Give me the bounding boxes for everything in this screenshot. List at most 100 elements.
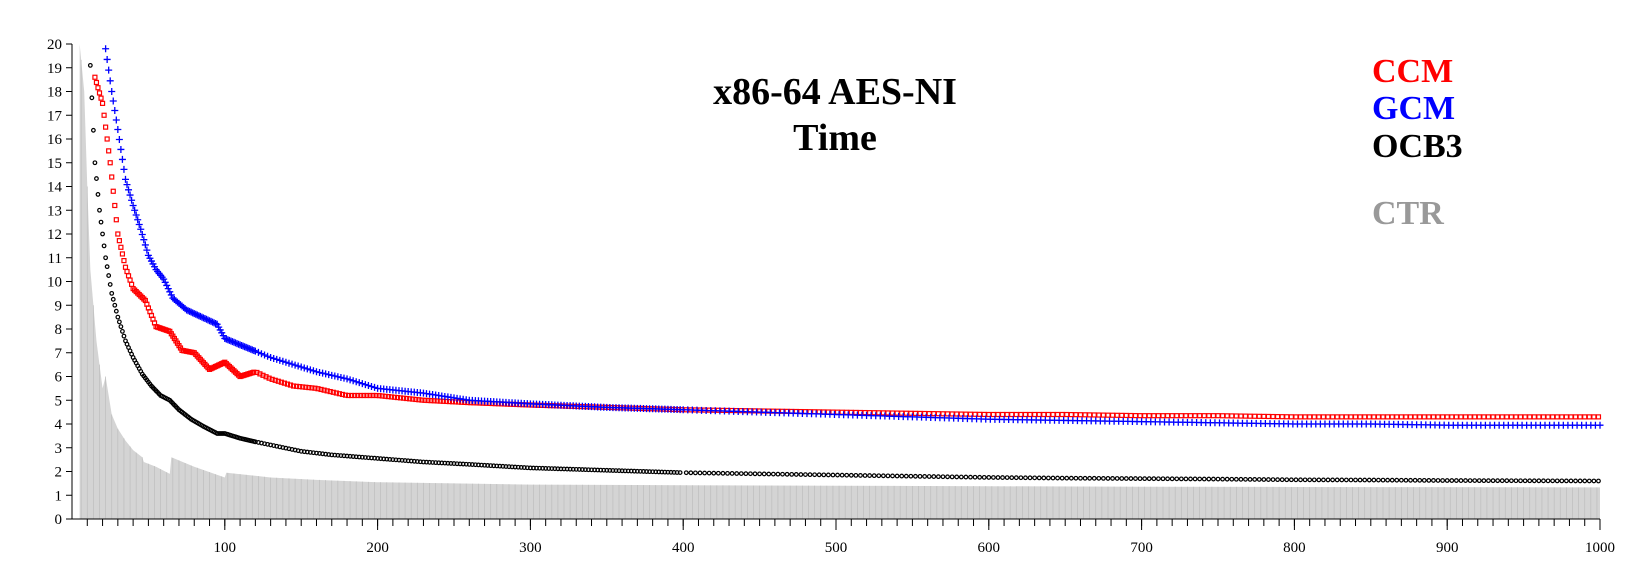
ocb3-point [1009,475,1015,481]
ocb3-point [1385,477,1391,483]
ccm-point [122,264,129,270]
ccm-point [1096,412,1102,418]
y-tick-label: 4 [55,417,63,433]
ocb3-point [1426,478,1432,483]
gcm-point [135,221,143,228]
gcm-point [303,365,311,373]
ccm-point [1325,414,1331,420]
ccm-point [1256,413,1262,419]
ccm-point [440,398,446,404]
ocb3-point [1266,477,1271,482]
ccm-point [1155,413,1162,419]
ccm-point [1123,412,1129,419]
ocb3-point [1238,476,1244,482]
ccm-point [385,394,391,400]
ocb3-point [803,472,808,477]
gcm-point [183,306,191,314]
ccm-point [275,378,281,384]
ocb3-point [1188,476,1193,482]
gcm-point [137,225,145,233]
ccm-point [1137,413,1143,419]
ccm-point [1591,414,1597,420]
ocb3-point [1110,476,1115,481]
chart-title-line-2: Time [793,117,877,159]
ccm-point [1288,414,1294,420]
ccm-point [1550,414,1556,420]
ocb3-point [101,243,107,249]
ccm-point [116,238,122,244]
ocb3-point [121,333,127,339]
ccm-point [128,281,135,287]
ccm-point [1403,414,1409,420]
gcm-point [294,362,302,370]
ccm-point [410,396,416,402]
ocb3-point [775,471,781,477]
ocb3-point [821,472,827,478]
ocb3-point [116,319,122,325]
ocb3-point [677,470,683,475]
ocb3-point [1013,475,1019,481]
gcm-point [355,379,363,387]
ocb3-point [784,471,790,477]
ocb3-point [968,474,973,480]
ccm-point [1036,411,1042,418]
gcm-point [337,373,345,381]
ccm-point [1362,414,1368,420]
gcm-point [371,383,379,391]
ocb3-point [1412,477,1418,483]
ccm-point [1009,411,1015,418]
ccm-point [1032,411,1038,418]
ocb3-point [1004,475,1010,481]
ccm-point [95,85,101,91]
ccm-point [1201,413,1207,419]
ocb3-point [761,471,767,477]
ocb3-point [876,473,882,479]
ocb3-point [95,192,101,197]
ocb3-point [87,62,93,68]
y-tick-label: 5 [55,393,63,409]
ocb3-point [958,474,964,480]
ocb3-point [1467,478,1473,483]
ccm-point [1160,413,1166,419]
legend: CCM GCM OCB3 CTR [1372,53,1463,232]
gcm-point [111,107,119,114]
ocb3-point [1563,478,1569,484]
ccm-point [1238,413,1244,419]
ocb3-point [1316,477,1322,483]
ocb3-point [835,472,840,478]
ccm-point [1476,414,1482,420]
x-tick-label: 800 [1283,540,1306,556]
ccm-point [352,392,358,399]
ocb3-point [1123,476,1129,481]
ccm-point [1449,414,1455,420]
ccm-point [109,174,115,180]
ccm-point [422,397,428,403]
ocb3-point [867,473,873,478]
ocb3-point [103,255,109,261]
ccm-point [101,112,107,118]
gcm-point [288,360,296,368]
x-tick-label: 200 [366,540,389,556]
ccm-point [1435,414,1441,420]
ccm-point [1440,414,1446,420]
y-tick-label: 1 [55,488,63,504]
ccm-point [1504,414,1510,420]
ccm-point [345,392,352,399]
ccm-point [370,392,376,399]
gcm-point [161,278,169,286]
ccm-point [1375,414,1382,420]
ccm-point [110,188,116,194]
gcm-point [367,382,375,390]
ccm-point [1545,414,1551,420]
ocb3-point [1527,478,1533,484]
gcm-point [210,319,218,327]
ccm-point [318,386,324,393]
ocb3-point [1096,475,1102,481]
ocb3-point [1091,475,1097,481]
ocb3-point [113,308,119,314]
ccm-point [281,380,287,386]
ccm-point [104,136,110,142]
ccm-point [103,124,109,130]
ccm-point [1068,411,1074,418]
gcm-point [358,380,366,388]
